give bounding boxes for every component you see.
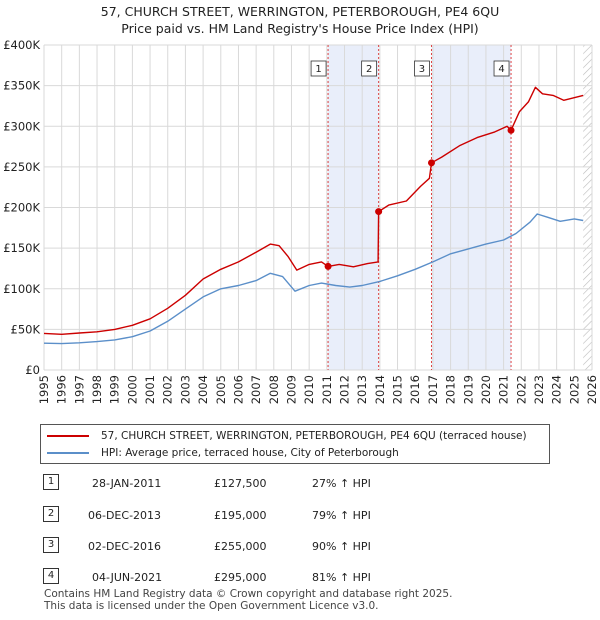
x-tick-label: 2001 [143, 375, 157, 404]
x-tick-label: 2006 [231, 375, 245, 404]
x-tick-label: 1997 [72, 375, 86, 404]
table-row: 1 28-JAN-2011 £127,500 27% ↑ HPI [0, 474, 600, 494]
sale-point [375, 208, 383, 216]
hpi-line [43, 213, 584, 345]
y-tick-label: £0 [25, 363, 40, 377]
sale-price: £195,000 [214, 509, 267, 522]
y-tick-label: £100K [3, 282, 40, 296]
x-tick-label: 2011 [320, 375, 334, 404]
legend-label-hpi: HPI: Average price, terraced house, City… [101, 447, 399, 459]
sale-hpi-change: 81% ↑ HPI [312, 571, 371, 584]
x-tick-label: 2008 [267, 375, 281, 404]
sale-date: 28-JAN-2011 [92, 477, 162, 490]
y-tick-label: £300K [3, 119, 40, 133]
attribution-line-1: Contains HM Land Registry data © Crown c… [44, 588, 453, 600]
x-tick-label: 2018 [444, 375, 458, 404]
sale-date: 06-DEC-2013 [88, 509, 162, 522]
chart-subtitle: Price paid vs. HM Land Registry's House … [121, 21, 479, 36]
x-tick-label: 2000 [125, 375, 139, 404]
chart-title: 57, CHURCH STREET, WERRINGTON, PETERBORO… [100, 4, 500, 19]
sale-label-number: 3 [419, 64, 425, 75]
sale-label-box [310, 60, 327, 77]
x-tick-label: 2012 [338, 375, 352, 404]
attribution-line-2: This data is licensed under the Open Gov… [44, 600, 379, 612]
y-tick-label: £50K [11, 322, 41, 336]
sale-price: £295,000 [214, 571, 267, 584]
x-tick-label: 2003 [178, 375, 192, 404]
x-tick-label: 2022 [514, 375, 528, 404]
sale-label-number: 4 [498, 64, 504, 75]
sale-number-badge: 3 [43, 537, 59, 553]
x-tick-label: 2014 [373, 375, 387, 404]
sale-point [324, 262, 332, 270]
x-tick-label: 2024 [550, 375, 564, 404]
sale-label-number: 2 [366, 64, 372, 75]
x-tick-label: 2023 [532, 375, 546, 404]
chart-legend: 57, CHURCH STREET, WERRINGTON, PETERBORO… [40, 424, 550, 464]
sale-price: £255,000 [214, 540, 267, 553]
y-tick-label: £200K [3, 201, 40, 215]
x-tick-label: 1999 [108, 375, 122, 404]
table-row: 3 02-DEC-2016 £255,000 90% ↑ HPI [0, 537, 600, 557]
x-tick-label: 2004 [196, 375, 210, 404]
x-tick-label: 1998 [90, 375, 104, 404]
x-tick-label: 2010 [302, 375, 316, 404]
sale-number-badge: 1 [43, 474, 59, 490]
x-tick-label: 2005 [214, 375, 228, 404]
x-tick-label: 2026 [585, 375, 599, 404]
sale-hpi-change: 27% ↑ HPI [312, 477, 371, 490]
x-tick-label: 1995 [37, 375, 51, 404]
x-tick-label: 2017 [426, 375, 440, 404]
sale-price: £127,500 [214, 477, 267, 490]
x-tick-label: 2013 [355, 375, 369, 404]
sale-number-badge: 4 [43, 568, 59, 584]
sale-label-number: 1 [315, 64, 321, 75]
y-tick-label: £350K [3, 79, 40, 93]
sale-date: 04-JUN-2021 [92, 571, 163, 584]
sale-date: 02-DEC-2016 [88, 540, 162, 553]
x-tick-label: 2009 [284, 375, 298, 404]
x-tick-label: 2019 [461, 375, 475, 404]
sale-hpi-change: 90% ↑ HPI [312, 540, 371, 553]
sale-label-box [414, 60, 430, 77]
legend-label-property: 57, CHURCH STREET, WERRINGTON, PETERBORO… [101, 430, 527, 442]
table-row: 2 06-DEC-2013 £195,000 79% ↑ HPI [0, 506, 600, 526]
legend-line-hpi [47, 452, 89, 454]
attribution-footer: Contains HM Land Registry data © Crown c… [44, 588, 452, 612]
legend-line-property [47, 435, 89, 437]
y-tick-label: £250K [3, 160, 40, 174]
x-tick-label: 2020 [479, 375, 493, 404]
sale-label-box [493, 60, 510, 77]
x-tick-label: 2007 [249, 375, 263, 404]
legend-item-hpi: HPI: Average price, terraced house, City… [47, 445, 399, 461]
x-tick-label: 2002 [161, 375, 175, 404]
price-chart: 1 2 3 4 £0 £50K £100K £150K £200K £250K £300K £350K… [3, 38, 599, 404]
sale-point [507, 126, 515, 134]
sale-hpi-change: 79% ↑ HPI [312, 509, 371, 522]
x-tick-label: 1996 [55, 375, 69, 404]
y-tick-label: £400K [3, 38, 40, 52]
sale-number-badge: 2 [43, 506, 59, 522]
x-tick-label: 2016 [408, 375, 422, 404]
x-tick-label: 2021 [497, 375, 511, 404]
table-row: 4 04-JUN-2021 £295,000 81% ↑ HPI [0, 568, 600, 588]
x-tick-label: 2015 [391, 375, 405, 404]
legend-item-property: 57, CHURCH STREET, WERRINGTON, PETERBORO… [47, 428, 527, 444]
y-tick-label: £150K [3, 241, 40, 255]
x-tick-label: 2025 [567, 375, 581, 404]
sale-label-box [361, 60, 378, 77]
sale-point [427, 159, 435, 167]
